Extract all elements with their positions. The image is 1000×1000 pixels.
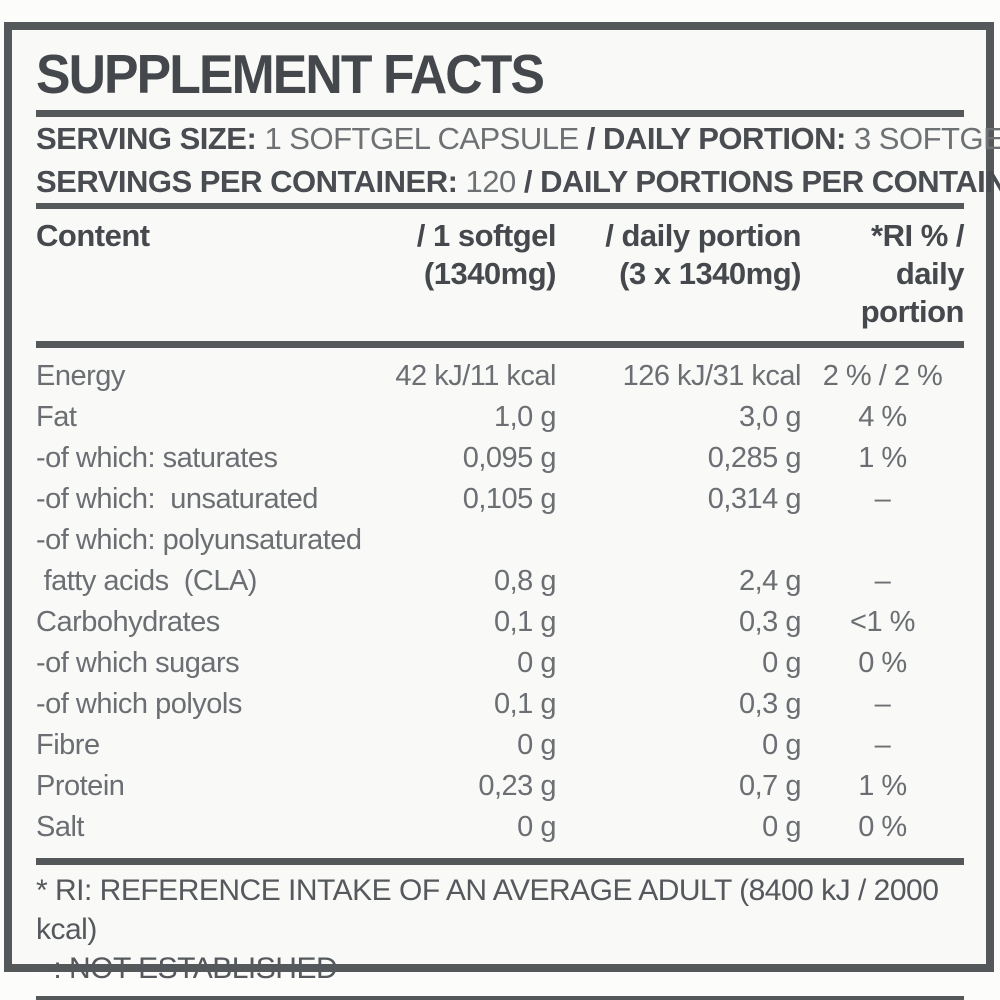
table-row: Salt 0 g 0 g 0 % (36, 807, 964, 848)
per-daily-portion-value: 0,3 g (739, 688, 802, 720)
nutrient-name: Carbohydrates (36, 606, 220, 638)
ri-header-line1: *RI % / (871, 218, 964, 253)
slash-separator: / (586, 121, 596, 156)
per-softgel-value: 1,0 g (494, 401, 557, 433)
table-row: Fat 1,0 g 3,0 g 4 % (36, 397, 964, 438)
ri-percent-value: 4 % (858, 401, 907, 433)
table-row: fatty acids (CLA) 0,8 g 2,4 g – (36, 561, 964, 602)
per-daily-portion-value: 2,4 g (739, 565, 802, 597)
daily-portion-header-line1: / daily portion (605, 218, 801, 253)
daily-portions-per-container-label: DAILY PORTIONS PER CONTAINER: (540, 164, 1000, 199)
table-row: -of which: unsaturated 0,105 g 0,314 g – (36, 479, 964, 520)
daily-portion-value: 3 SOFTGEL CAPSULES (853, 121, 1000, 156)
column-header-per-softgel: / 1 softgel (1340mg) (386, 217, 557, 331)
per-daily-portion-value: 0,3 g (739, 606, 802, 638)
per-softgel-value: 0,095 g (462, 442, 557, 474)
table-row: Fibre 0 g 0 g – (36, 725, 964, 766)
ri-percent-value: 0 % (858, 811, 907, 843)
column-header-content: Content (36, 218, 150, 253)
table-row: -of which sugars 0 g 0 g 0 % (36, 643, 964, 684)
daily-portion-label: DAILY PORTION: (603, 121, 846, 156)
servings-per-container-line: SERVINGS PER CONTAINER: 120 / DAILY PORT… (36, 160, 1000, 203)
nutrient-name: Salt (36, 811, 84, 843)
per-daily-portion-value: 0 g (762, 811, 801, 843)
nutrient-name: -of which: unsaturated (36, 483, 318, 515)
servings-per-container-value: 120 (465, 164, 517, 199)
per-daily-portion-value: 0,7 g (739, 770, 802, 802)
column-header-ri-percent: *RI % / daily portion (801, 217, 965, 331)
supplement-facts-panel: SUPPLEMENT FACTS SERVING SIZE: 1 SOFTGEL… (4, 22, 1000, 1000)
per-softgel-value (386, 520, 556, 561)
table-row: -of which: polyunsaturated (36, 520, 964, 561)
table-row: Protein 0,23 g 0,7 g 1 % (36, 766, 964, 807)
nutrient-name: Fat (36, 401, 77, 433)
per-daily-portion-value: 0,285 g (707, 442, 802, 474)
per-softgel-header-line1: / 1 softgel (416, 218, 557, 253)
per-daily-portion-value: 0,314 g (707, 483, 802, 515)
nutrient-name: -of which: saturates (36, 442, 278, 474)
per-daily-portion-value: 126 kJ/31 kcal (622, 360, 802, 392)
ri-header-line2: daily portion (860, 256, 981, 329)
per-softgel-value: 0 g (517, 647, 556, 679)
nutrient-name: Fibre (36, 729, 100, 761)
nutrient-name: -of which polyols (36, 688, 242, 720)
ri-percent-value: – (874, 565, 891, 597)
nutrient-name: -of which sugars (36, 647, 240, 679)
divider-under-title (36, 110, 964, 117)
nutrient-name: fatty acids (CLA) (36, 565, 258, 597)
nutrient-name: Protein (36, 770, 125, 802)
servings-per-container-label: SERVINGS PER CONTAINER: (36, 164, 458, 199)
column-header-daily-portion: / daily portion (3 x 1340mg) (556, 217, 801, 331)
per-daily-portion-value: 3,0 g (739, 401, 802, 433)
per-softgel-header-line2: (1340mg) (423, 256, 557, 291)
serving-size-line: SERVING SIZE: 1 SOFTGEL CAPSULE / DAILY … (36, 117, 1000, 160)
ri-percent-value: 2 % / 2 % (822, 360, 943, 392)
per-daily-portion-value: 0 g (762, 647, 801, 679)
per-softgel-value: 0,23 g (478, 770, 556, 802)
per-softgel-value: 0 g (517, 811, 556, 843)
ri-percent-value: – (874, 688, 891, 720)
per-softgel-value: 42 kJ/11 kcal (395, 360, 556, 392)
table-body: Energy 42 kJ/11 kcal 126 kJ/31 kcal 2 % … (36, 348, 964, 858)
slash-separator: / (523, 164, 533, 199)
ri-footnote: * RI: REFERENCE INTAKE OF AN AVERAGE ADU… (36, 874, 939, 946)
table-header: Content / 1 softgel (1340mg) / daily port… (36, 209, 965, 341)
nutrient-name: Energy (36, 360, 125, 392)
per-softgel-value: 0,8 g (494, 565, 557, 597)
nutrient-name: -of which: polyunsaturated (36, 524, 362, 556)
divider-under-header (36, 341, 964, 348)
ri-percent-value: 0 % (858, 647, 907, 679)
serving-size-label: SERVING SIZE: (36, 121, 257, 156)
table-row: -of which polyols 0,1 g 0,3 g – (36, 684, 964, 725)
footnote-block: * RI: REFERENCE INTAKE OF AN AVERAGE ADU… (36, 865, 964, 996)
not-established-footnote: - : NOT ESTABLISHED (36, 952, 338, 985)
table-row: Energy 42 kJ/11 kcal 126 kJ/31 kcal 2 % … (36, 356, 964, 397)
ri-percent-value: – (874, 729, 891, 761)
per-daily-portion-value (556, 520, 801, 561)
ri-percent-value: – (874, 483, 891, 515)
table-row: Carbohydrates 0,1 g 0,3 g <1 % (36, 602, 964, 643)
per-daily-portion-value: 0 g (762, 729, 801, 761)
per-softgel-value: 0 g (517, 729, 556, 761)
ri-percent-value: <1 % (850, 606, 915, 638)
table-row: -of which: saturates 0,095 g 0,285 g 1 % (36, 438, 964, 479)
ri-percent-value: 1 % (858, 770, 907, 802)
per-softgel-value: 0,1 g (494, 606, 557, 638)
per-softgel-value: 0,105 g (462, 483, 557, 515)
divider-under-servings (36, 203, 964, 209)
divider-under-table (36, 858, 964, 865)
divider-under-footnotes (36, 996, 964, 1000)
ri-percent-value (801, 520, 964, 561)
serving-size-value: 1 SOFTGEL CAPSULE (264, 121, 579, 156)
panel-title: SUPPLEMENT FACTS (36, 43, 545, 105)
daily-portion-header-line2: (3 x 1340mg) (619, 256, 801, 291)
ri-percent-value: 1 % (858, 442, 907, 474)
per-softgel-value: 0,1 g (494, 688, 557, 720)
